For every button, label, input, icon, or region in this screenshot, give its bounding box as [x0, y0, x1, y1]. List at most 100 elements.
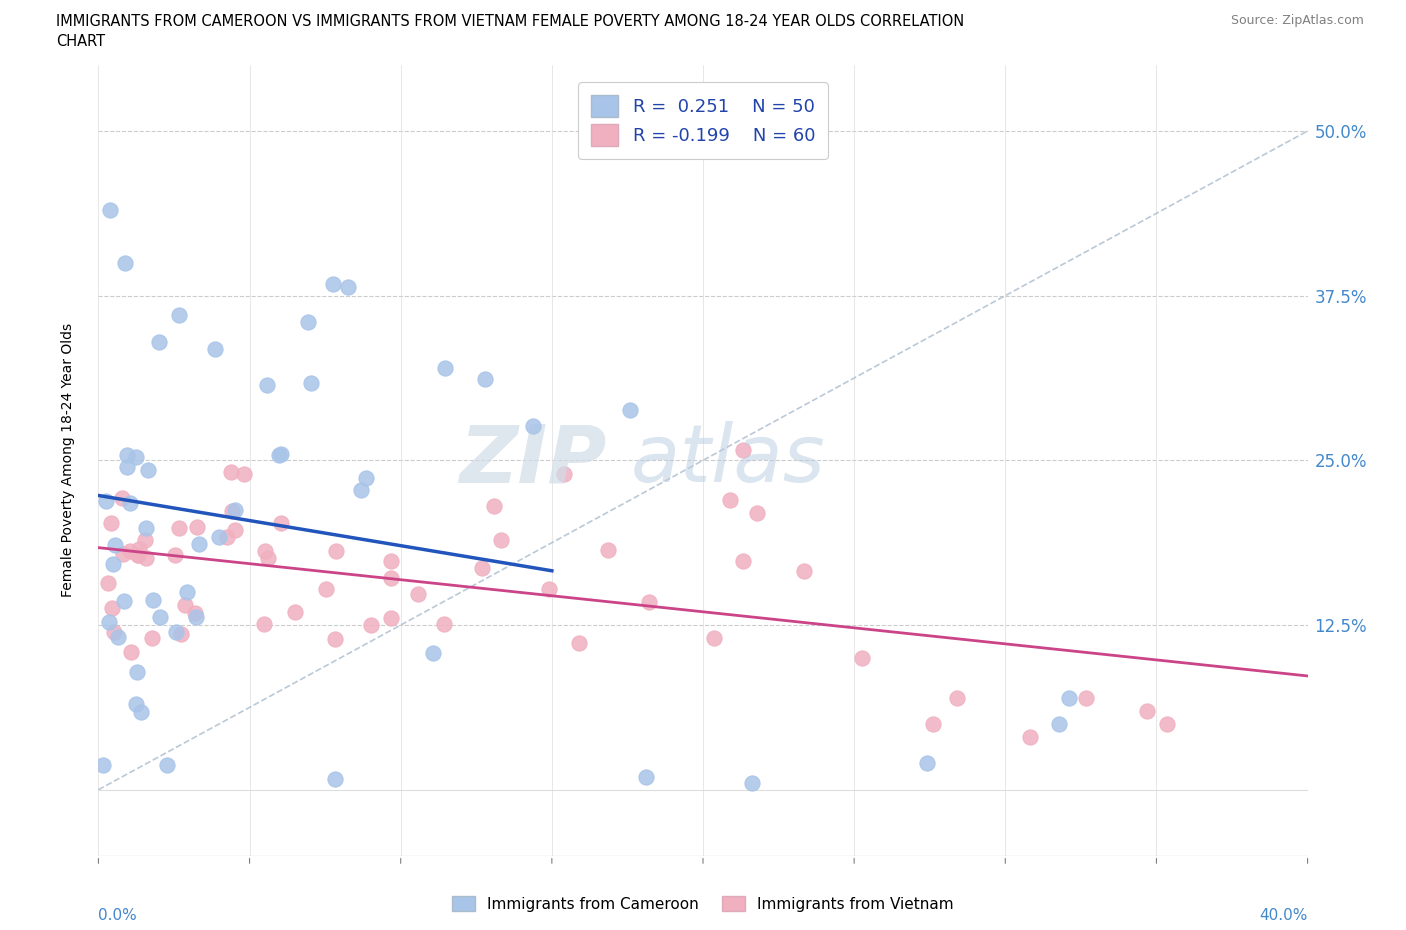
Point — [233, 466, 256, 481]
Point — [270, 515, 292, 530]
Point — [142, 592, 165, 607]
Point — [793, 564, 815, 578]
Point — [183, 605, 205, 620]
Point — [204, 341, 226, 356]
Point — [134, 533, 156, 548]
Point — [422, 645, 444, 660]
Text: Source: ZipAtlas.com: Source: ZipAtlas.com — [1230, 14, 1364, 27]
Point — [186, 519, 208, 534]
Point — [731, 443, 754, 458]
Point — [354, 471, 377, 485]
Point — [167, 308, 190, 323]
Point — [253, 617, 276, 631]
Point — [380, 553, 402, 568]
Point — [184, 610, 207, 625]
Point — [254, 544, 277, 559]
Point — [360, 618, 382, 632]
Point — [167, 521, 190, 536]
Text: 40.0%: 40.0% — [1260, 909, 1308, 923]
Text: atlas: atlas — [630, 421, 825, 499]
Legend: Immigrants from Cameroon, Immigrants from Vietnam: Immigrants from Cameroon, Immigrants fro… — [446, 889, 960, 918]
Point — [101, 557, 124, 572]
Point — [380, 570, 402, 585]
Point — [1057, 690, 1080, 705]
Point — [107, 629, 129, 644]
Point — [165, 548, 187, 563]
Point — [98, 203, 121, 218]
Point — [598, 543, 620, 558]
Point — [208, 530, 231, 545]
Point — [224, 523, 246, 538]
Point — [471, 561, 494, 576]
Point — [125, 664, 148, 679]
Text: ZIP: ZIP — [458, 421, 606, 499]
Point — [637, 594, 659, 609]
Point — [703, 631, 725, 645]
Point — [221, 503, 243, 518]
Point — [733, 553, 755, 568]
Point — [217, 529, 239, 544]
Point — [111, 546, 134, 561]
Point — [129, 704, 152, 719]
Point — [636, 769, 658, 784]
Point — [946, 690, 969, 705]
Point — [915, 756, 938, 771]
Point — [127, 548, 149, 563]
Point — [135, 551, 157, 565]
Point — [256, 551, 278, 565]
Point — [97, 576, 120, 591]
Point — [474, 372, 496, 387]
Point — [1136, 703, 1159, 718]
Point — [433, 617, 456, 631]
Point — [117, 459, 139, 474]
Point — [165, 624, 187, 639]
Point — [149, 609, 172, 624]
Point — [491, 532, 513, 547]
Point — [219, 464, 242, 479]
Point — [103, 624, 125, 639]
Point — [323, 631, 346, 646]
Point — [315, 581, 337, 596]
Point — [270, 446, 292, 461]
Point — [406, 586, 429, 601]
Text: 0.0%: 0.0% — [98, 909, 138, 923]
Point — [148, 334, 170, 349]
Point — [619, 403, 641, 418]
Point — [851, 651, 873, 666]
Point — [101, 600, 124, 615]
Point — [297, 314, 319, 329]
Point — [120, 644, 142, 659]
Point — [120, 544, 142, 559]
Text: Female Poverty Among 18-24 Year Olds: Female Poverty Among 18-24 Year Olds — [62, 324, 75, 597]
Point — [720, 493, 742, 508]
Point — [434, 361, 457, 376]
Point — [325, 544, 347, 559]
Point — [568, 636, 591, 651]
Point — [176, 584, 198, 599]
Point — [104, 538, 127, 552]
Point — [141, 631, 163, 645]
Point — [267, 447, 290, 462]
Point — [124, 697, 146, 711]
Point — [97, 615, 120, 630]
Point — [127, 548, 149, 563]
Point — [745, 506, 768, 521]
Point — [322, 277, 344, 292]
Text: IMMIGRANTS FROM CAMEROON VS IMMIGRANTS FROM VIETNAM FEMALE POVERTY AMONG 18-24 Y: IMMIGRANTS FROM CAMEROON VS IMMIGRANTS F… — [56, 14, 965, 29]
Point — [284, 604, 307, 619]
Point — [128, 542, 150, 557]
Point — [553, 466, 575, 481]
Point — [100, 516, 122, 531]
Point — [256, 378, 278, 392]
Point — [323, 772, 346, 787]
Point — [91, 757, 114, 772]
Point — [124, 449, 146, 464]
Point — [741, 776, 763, 790]
Point — [537, 582, 560, 597]
Point — [1156, 716, 1178, 731]
Legend: R =  0.251    N = 50, R = -0.199    N = 60: R = 0.251 N = 50, R = -0.199 N = 60 — [578, 82, 828, 159]
Point — [299, 376, 322, 391]
Point — [484, 499, 506, 514]
Point — [112, 593, 135, 608]
Point — [156, 758, 179, 773]
